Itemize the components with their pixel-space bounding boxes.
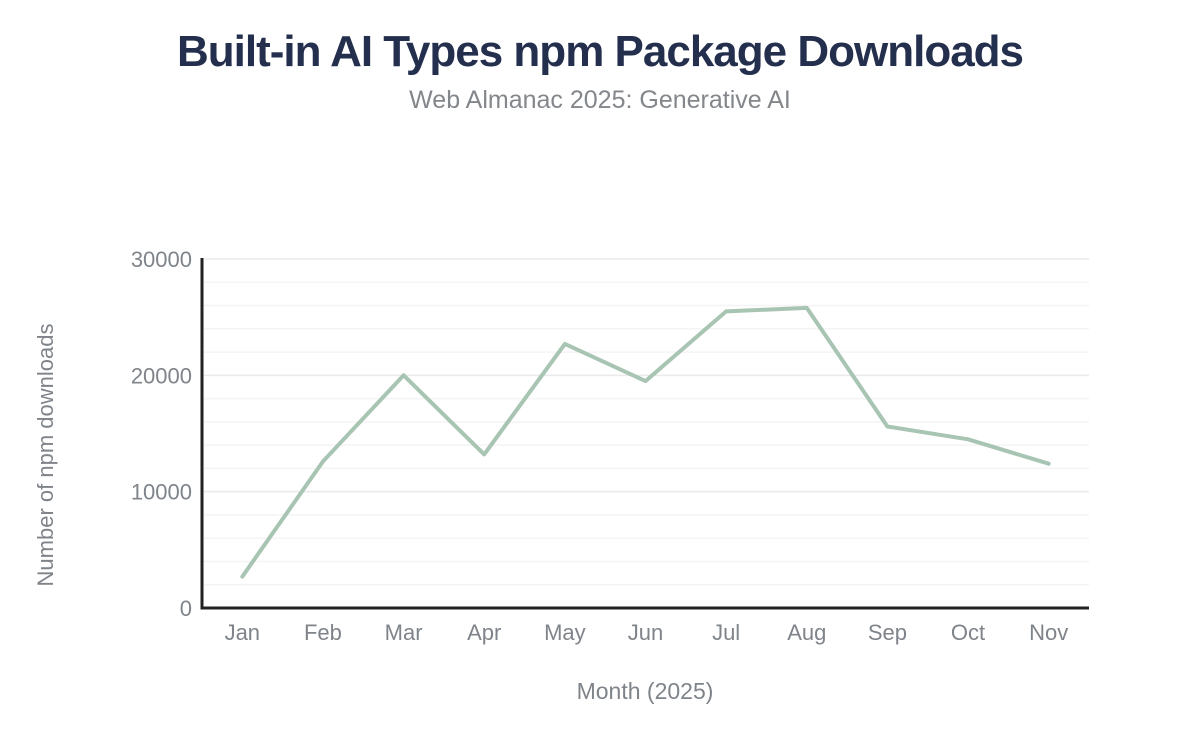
y-tick-label: 20000 <box>131 363 192 388</box>
x-tick-label: Apr <box>467 620 501 645</box>
x-tick-label: Feb <box>304 620 342 645</box>
x-tick-label: Oct <box>951 620 985 645</box>
x-tick-label: Nov <box>1029 620 1068 645</box>
x-tick-label: May <box>544 620 586 645</box>
x-axis-title: Month (2025) <box>576 678 714 704</box>
x-tick-label: Mar <box>385 620 423 645</box>
x-tick-label: Jul <box>712 620 740 645</box>
y-tick-labels: 0 10000 20000 30000 <box>131 247 192 621</box>
gridlines <box>204 258 1089 586</box>
x-tick-label: Jan <box>225 620 260 645</box>
x-tick-labels: Jan Feb Mar Apr May Jun Jul Aug Sep Oct Nov <box>225 620 1069 645</box>
axes <box>200 258 1089 610</box>
chart-subtitle: Web Almanac 2025: Generative AI <box>409 86 791 114</box>
y-tick-label: 0 <box>180 596 192 621</box>
data-line <box>240 305 1051 579</box>
chart-title: Built-in AI Types npm Package Downloads <box>176 27 1024 76</box>
y-tick-label: 10000 <box>131 480 192 505</box>
x-tick-label: Sep <box>868 620 907 645</box>
y-tick-label: 30000 <box>131 247 192 272</box>
x-tick-label: Jun <box>628 620 663 645</box>
x-tick-label: Aug <box>787 620 826 645</box>
